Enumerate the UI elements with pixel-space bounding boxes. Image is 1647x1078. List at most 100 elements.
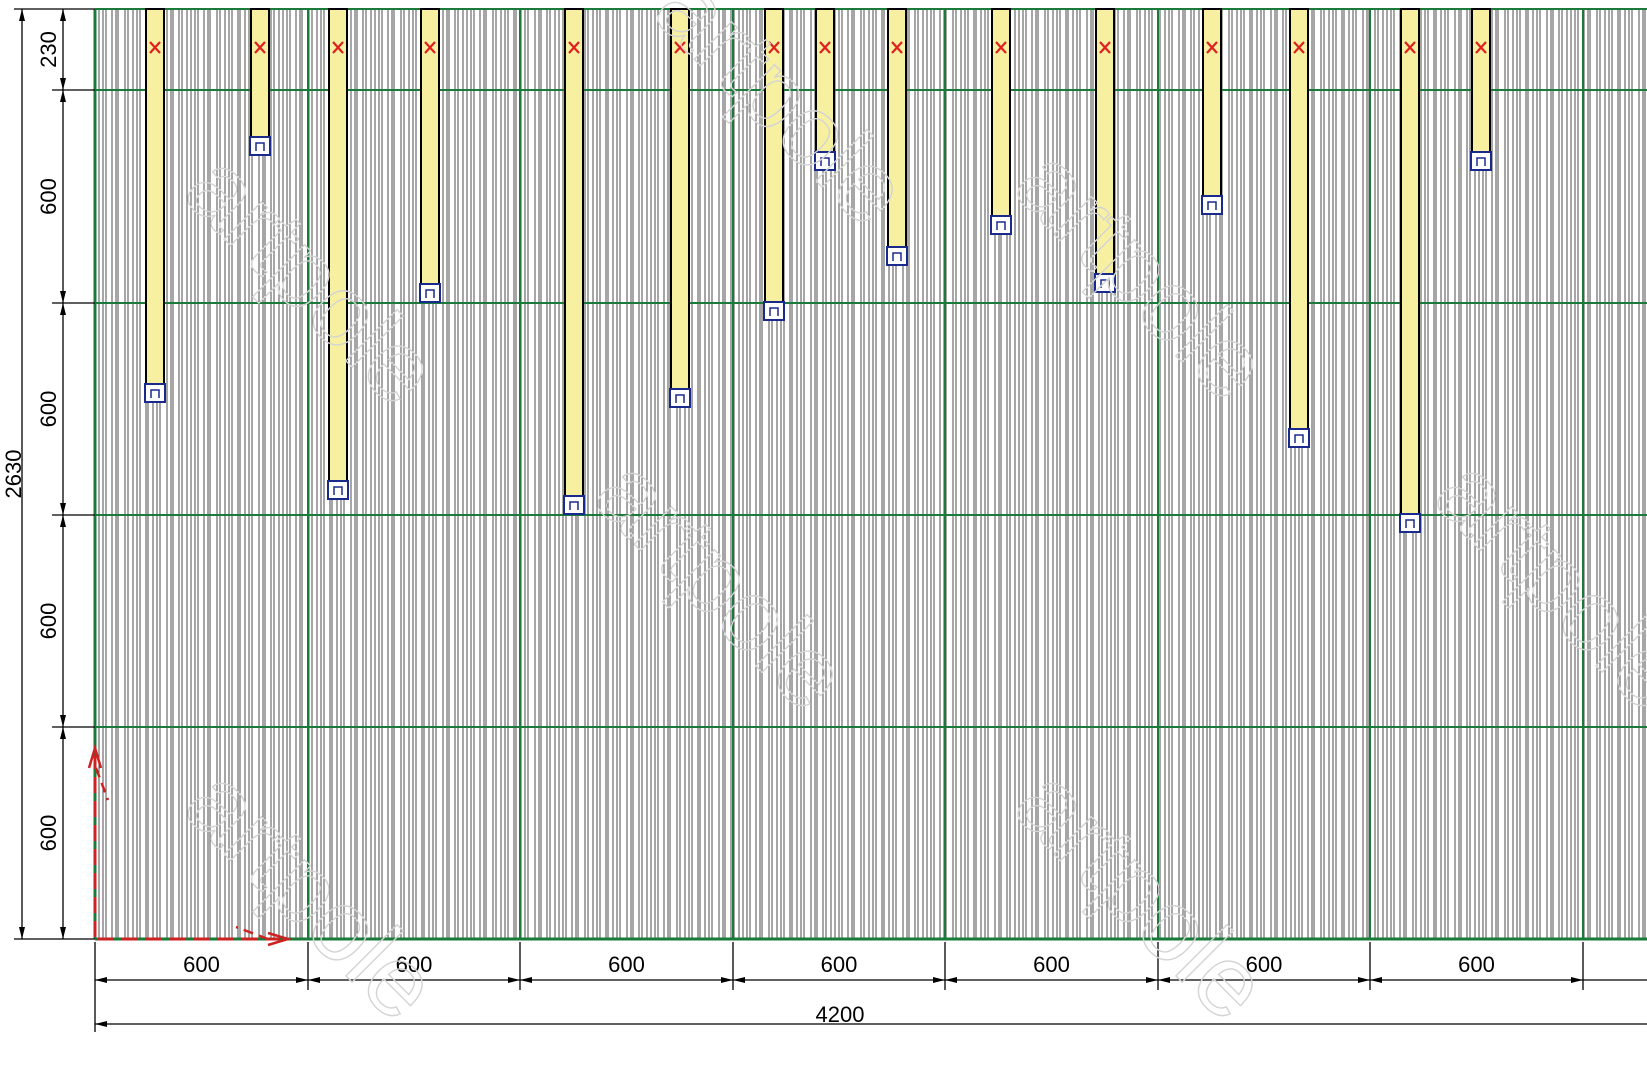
- square-marker-icon: [1094, 273, 1116, 293]
- x-marker-icon: [332, 41, 344, 54]
- dimension-arrow-icon: [721, 977, 733, 983]
- square-marker-icon: [1201, 195, 1223, 215]
- strip-body: [1289, 8, 1309, 439]
- dimension-arrow-icon: [1146, 977, 1158, 983]
- x-marker-icon: [1206, 41, 1218, 54]
- dimension-arrow-icon: [60, 78, 66, 90]
- dimension-arrow-icon: [1571, 977, 1583, 983]
- dimension-arrow-icon: [733, 977, 745, 983]
- strip: [886, 8, 908, 266]
- strip-body: [1202, 8, 1222, 206]
- x-marker-icon: [995, 41, 1007, 54]
- dimension-arrow-icon: [19, 9, 25, 21]
- strip: [763, 8, 785, 321]
- dimension-arrow-icon: [308, 977, 320, 983]
- dimension-arrow-icon: [520, 977, 532, 983]
- square-marker-icon: [1470, 151, 1492, 171]
- strip: [990, 8, 1012, 235]
- strip: [249, 8, 271, 156]
- dimension-arrow-icon: [60, 503, 66, 515]
- dimension-arrow-icon: [60, 515, 66, 527]
- dimension-arrow-icon: [945, 977, 957, 983]
- strip: [1399, 8, 1421, 533]
- dimension-label-column: 600: [608, 952, 645, 977]
- dimension-label-total-height: 2630: [1, 450, 26, 499]
- dimension-label-column: 600: [1246, 952, 1283, 977]
- square-marker-icon: [327, 480, 349, 500]
- square-marker-icon: [563, 495, 585, 515]
- dimension-label-column: 600: [1458, 952, 1495, 977]
- dimension-label-column: 600: [1033, 952, 1070, 977]
- dimensions: 600 600 600 600 600 600 600 4200 230 600 600 600 600…: [1, 8, 1647, 1032]
- dimension-label-row: 600: [36, 391, 61, 428]
- dimension-label-row: 600: [36, 815, 61, 852]
- strip: [1470, 8, 1492, 171]
- dimension-arrow-icon: [1370, 977, 1382, 983]
- dimension-label-row: 600: [36, 178, 61, 215]
- dimension-arrow-icon: [60, 715, 66, 727]
- strip: [1288, 8, 1310, 448]
- dimension-arrow-icon: [60, 303, 66, 315]
- strip-body: [420, 8, 440, 294]
- dimension-label-column: 600: [821, 952, 858, 977]
- strip-body: [1471, 8, 1491, 162]
- x-marker-icon: [891, 41, 903, 54]
- x-marker-icon: [568, 41, 580, 54]
- strip-body: [145, 8, 165, 394]
- x-marker-icon: [424, 41, 436, 54]
- square-marker-icon: [814, 151, 836, 171]
- dimension-arrow-icon: [19, 927, 25, 939]
- dimension-label-row: 600: [36, 603, 61, 640]
- strip: [327, 8, 349, 500]
- dimension-arrow-icon: [933, 977, 945, 983]
- x-marker-icon: [819, 41, 831, 54]
- x-marker-icon: [768, 41, 780, 54]
- x-marker-icon: [674, 41, 686, 54]
- y-arrow-head-icon: [87, 743, 103, 769]
- dimension-arrow-icon: [60, 927, 66, 939]
- strip-body: [564, 8, 584, 506]
- dimension-arrow-icon: [95, 1021, 107, 1027]
- dimension-arrow-icon: [60, 727, 66, 739]
- strip: [563, 8, 585, 515]
- square-marker-icon: [1399, 513, 1421, 533]
- x-marker-icon: [1475, 41, 1487, 54]
- square-marker-icon: [419, 283, 441, 303]
- dimension-arrow-icon: [1158, 977, 1170, 983]
- square-marker-icon: [669, 388, 691, 408]
- dimension-arrow-icon: [60, 291, 66, 303]
- strip: [1094, 8, 1116, 293]
- x-arrow-head-icon: [267, 931, 293, 947]
- strip: [1201, 8, 1223, 215]
- origin-axes: [87, 743, 293, 947]
- strip-body: [250, 8, 270, 147]
- dimension-arrow-icon: [296, 977, 308, 983]
- strip: [814, 8, 836, 171]
- square-marker-icon: [990, 215, 1012, 235]
- x-marker-icon: [1404, 41, 1416, 54]
- dimension-arrow-icon: [1358, 977, 1370, 983]
- dimension-label-column: 600: [396, 952, 433, 977]
- strip: [419, 8, 441, 303]
- x-marker-icon: [1293, 41, 1305, 54]
- dimension-arrow-icon: [60, 9, 66, 21]
- dimension-arrow-icon: [508, 977, 520, 983]
- strip: [669, 8, 691, 408]
- square-marker-icon: [763, 301, 785, 321]
- dimension-label-row: 230: [36, 31, 61, 68]
- y-arrow-barb: [94, 767, 110, 801]
- strip-body: [1400, 8, 1420, 524]
- dimension-arrow-icon: [60, 90, 66, 102]
- dimension-label-column: 600: [183, 952, 220, 977]
- strips: [144, 8, 1492, 533]
- square-marker-icon: [249, 136, 271, 156]
- fiber-lines: [98, 9, 1646, 939]
- dimension-arrow-icon: [95, 977, 107, 983]
- x-marker-icon: [149, 41, 161, 54]
- square-marker-icon: [886, 246, 908, 266]
- x-arrow-barb: [235, 925, 269, 941]
- grid-lines: [93, 8, 1647, 941]
- x-marker-icon: [1099, 41, 1111, 54]
- x-marker-icon: [254, 41, 266, 54]
